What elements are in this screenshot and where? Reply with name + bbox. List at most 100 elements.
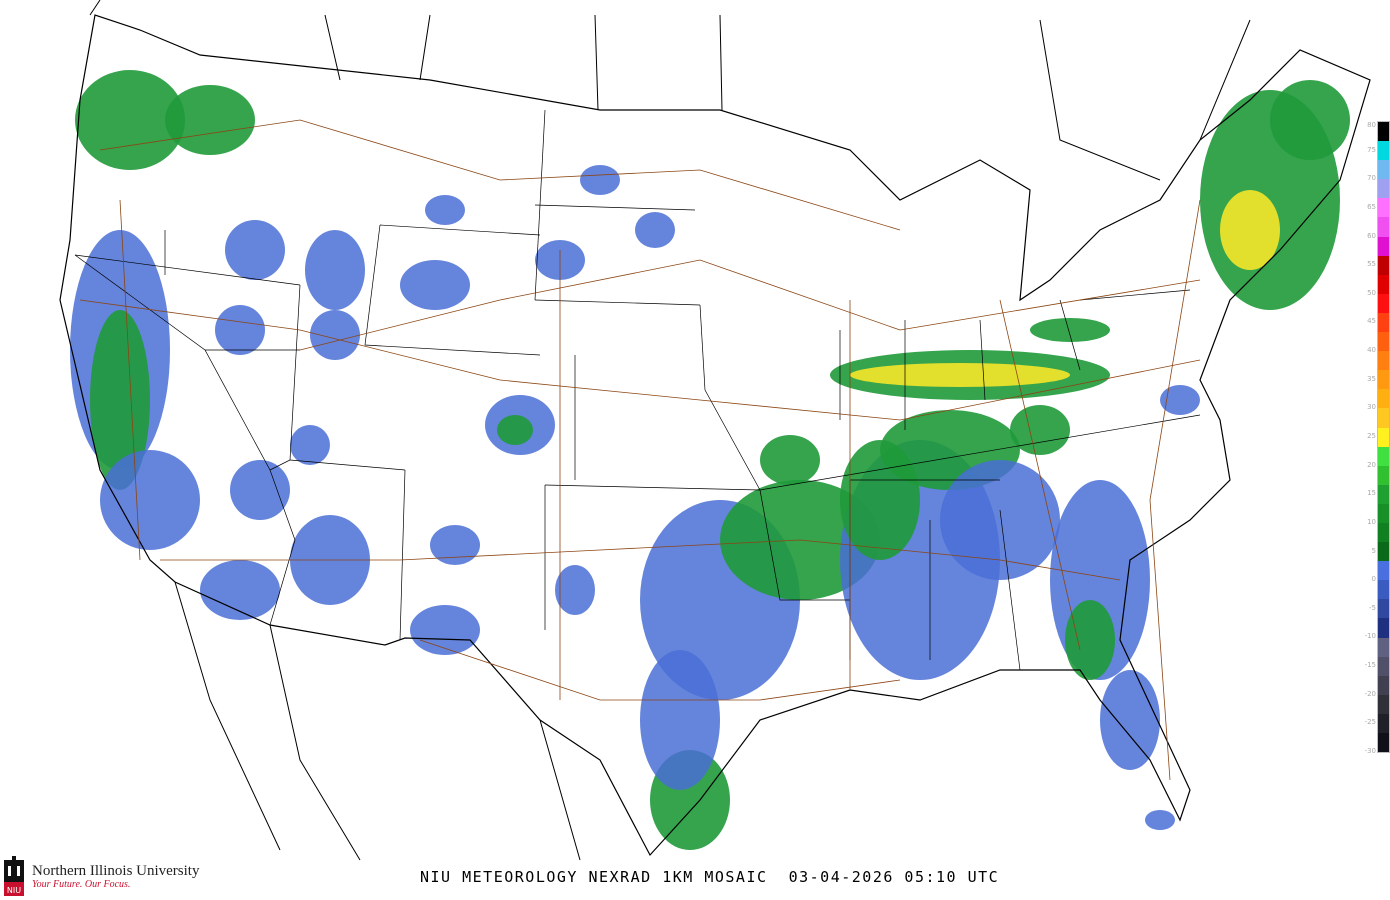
light-echo	[1145, 810, 1175, 830]
legend-label: 40	[1367, 346, 1376, 355]
moderate-echo	[1270, 80, 1350, 160]
legend-label: -15	[1364, 661, 1376, 670]
light-echo	[640, 650, 720, 790]
color-bar-segment	[1378, 312, 1389, 333]
state-border	[1079, 289, 1191, 301]
legend-label: 15	[1367, 489, 1376, 498]
color-bar-segment	[1378, 542, 1389, 562]
legend-label: 25	[1367, 432, 1376, 440]
state-border	[1059, 299, 1081, 371]
university-name: Northern Illinois University	[32, 862, 200, 879]
legend-label: 80	[1367, 121, 1376, 129]
color-bar-segment	[1378, 255, 1389, 275]
legend-label: -30	[1364, 747, 1376, 755]
color-bar-segment	[1378, 713, 1389, 733]
color-bar-segment	[1378, 274, 1389, 294]
light-echo	[580, 165, 620, 195]
color-bar-segment	[1378, 465, 1389, 485]
color-bar-segment	[1378, 503, 1389, 523]
light-echo	[290, 425, 330, 465]
color-bar-segment	[1378, 217, 1389, 237]
state-border	[534, 299, 701, 306]
moderate-echo	[75, 70, 185, 170]
light-echo	[410, 605, 480, 655]
light-echo	[215, 305, 265, 355]
color-bar-segment	[1378, 733, 1389, 753]
moderate-echo	[497, 415, 533, 445]
color-bar-segment	[1378, 446, 1389, 466]
canada-mexico-borders	[89, 0, 1251, 861]
light-echo	[310, 310, 360, 360]
color-bar-segment	[1378, 484, 1389, 504]
color-bar-segment	[1378, 389, 1389, 409]
color-bar-segment	[1378, 637, 1389, 657]
state-border	[544, 484, 761, 491]
svg-text:NIU: NIU	[7, 886, 21, 895]
light-echo	[400, 260, 470, 310]
state-border	[74, 254, 301, 286]
moderate-echo	[1030, 318, 1110, 342]
niu-logo-mark-icon: NIU	[4, 856, 24, 896]
state-border	[704, 389, 761, 491]
highways	[79, 119, 1201, 781]
color-bar-segment	[1378, 580, 1389, 600]
light-echo	[230, 460, 290, 520]
highway	[999, 299, 1081, 651]
reflectivity-color-bar	[1377, 121, 1390, 753]
legend-label: -5	[1369, 603, 1376, 612]
state-border	[699, 304, 706, 391]
color-bar-segment	[1378, 179, 1389, 199]
light-echo	[1100, 670, 1160, 770]
color-bar-segment	[1378, 122, 1389, 142]
state-border	[289, 459, 406, 471]
color-bar-segment	[1378, 675, 1389, 695]
legend-label: 75	[1367, 145, 1376, 154]
moderate-echo	[1010, 405, 1070, 455]
moderate-echo	[760, 435, 820, 485]
legend-label: 20	[1367, 460, 1376, 469]
us-outline	[59, 14, 1371, 857]
university-tagline: Your Future. Our Focus.	[32, 878, 131, 890]
light-echo	[425, 195, 465, 225]
color-bar-segment	[1378, 694, 1389, 714]
moderate-echo	[165, 85, 255, 155]
light-echo	[635, 212, 675, 248]
legend-label: 60	[1367, 231, 1376, 240]
highway	[160, 539, 1121, 581]
legend-label: 55	[1367, 260, 1376, 269]
light-echo	[1160, 385, 1200, 415]
reflectivity-labels: 80 75 70 65 60 55 50 45 40 35 30 25 20 15 10 5 0 -5 -10 -15…	[1356, 121, 1376, 755]
highway	[1149, 199, 1201, 781]
legend-label: 45	[1367, 317, 1376, 326]
state-border	[979, 319, 986, 401]
color-bar-segment	[1378, 408, 1389, 428]
state-border	[534, 204, 696, 211]
light-echo	[100, 450, 200, 550]
state-border	[379, 224, 541, 236]
color-bar-segment	[1378, 656, 1389, 676]
color-bar-segment	[1378, 618, 1389, 638]
heavy-echo	[850, 363, 1070, 387]
state-border	[999, 509, 1021, 671]
state-border	[759, 489, 850, 601]
state-border	[269, 469, 296, 626]
niu-logo: NIU Northern Illinois University Your Fu…	[2, 856, 199, 896]
color-bar-segment	[1378, 370, 1389, 390]
color-bar-segment	[1378, 332, 1389, 352]
highway	[79, 299, 1201, 421]
highway	[99, 119, 901, 231]
color-bar-segment	[1378, 198, 1389, 218]
map-title: NIU METEOROLOGY NEXRAD 1KM MOSAIC 03-04-…	[420, 868, 1000, 886]
color-bar-segment	[1378, 599, 1389, 619]
legend-label: 30	[1367, 403, 1376, 412]
legend-label: 50	[1367, 288, 1376, 297]
legend-label: 70	[1367, 174, 1376, 183]
legend-label: 35	[1367, 374, 1376, 383]
highway	[299, 259, 1201, 351]
light-echo	[225, 220, 285, 280]
highway	[119, 199, 141, 561]
color-bar-segment	[1378, 293, 1389, 313]
legend-label: 5	[1371, 546, 1376, 555]
light-echo	[305, 230, 365, 310]
